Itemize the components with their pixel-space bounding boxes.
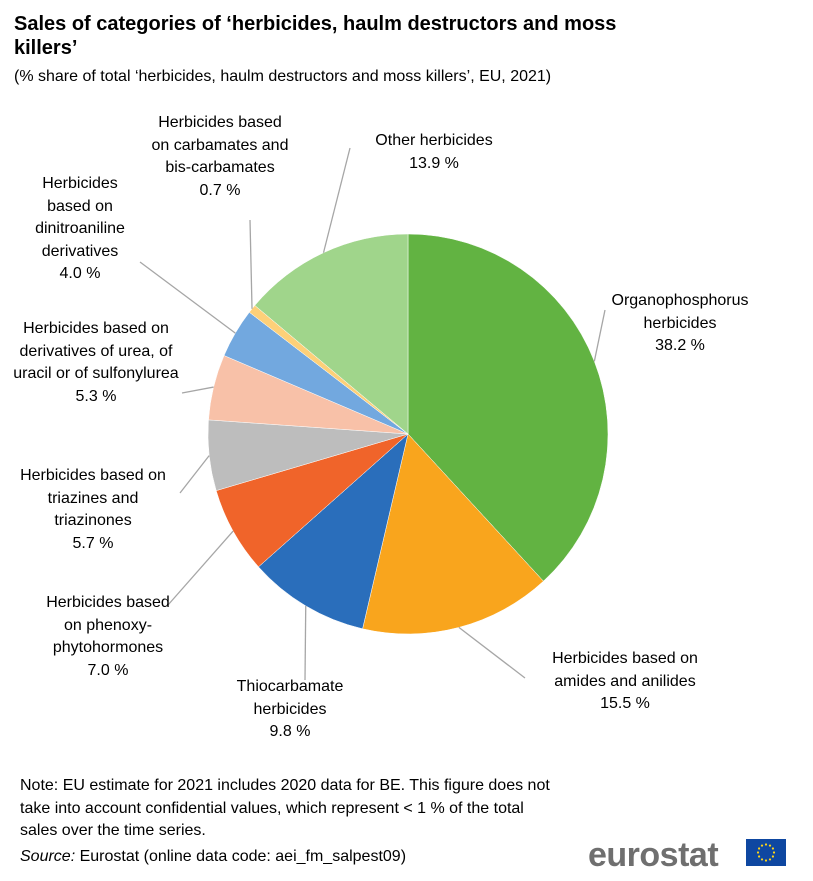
flag-star [768,844,772,847]
pie-slice [258,433,409,630]
value-label: 4.0 % [59,265,101,282]
eu-flag [746,839,786,866]
category-label: Herbicides based on derivatives of urea,… [13,320,179,382]
chart-title: Sales of categories of ‘herbicides, haul… [14,13,617,59]
pie-slice [407,233,609,582]
value-label: 5.3 % [75,387,117,405]
slice-label: Herbicides based on carbamates and bis-c… [150,112,290,202]
leader-line [179,455,210,494]
logo: eurostat [588,836,719,874]
flag-star [768,858,772,861]
leader-line [458,626,526,679]
value-label: 0.7 % [199,181,241,199]
pie-slice [254,233,409,435]
category-label: Herbicides based on phenoxy-phytohormone… [46,594,170,656]
leader-line [322,147,351,253]
slice-label: Herbicides based on amides and anilides 1… [540,648,710,716]
slice-label: Organophosphorus herbicides 38.2 % [605,290,755,358]
slice-label: Herbicides based on phenoxy-phytohormone… [38,592,178,682]
flag-star [764,859,768,862]
leader-line [304,605,307,681]
slice-label: Herbicides based on dinitroaniline deriv… [20,173,140,286]
category-label: Thiocarbamate herbicides [236,678,344,718]
note: Note: EU estimate for 2021 includes 2020… [20,777,550,839]
pie-slice [362,433,544,635]
value-label: 5.7 % [72,534,114,552]
value-label: 9.8 % [269,723,311,740]
slice-label: Herbicides based on triazines and triazi… [8,465,178,555]
value-label: 15.5 % [600,695,650,712]
chart-subtitle: (% share of total ‘herbicides, haulm des… [14,68,552,85]
category-label: Other herbicides [375,132,493,149]
source-text: Eurostat (online data code: aei_fm_salpe… [79,848,407,865]
flag-star [756,851,760,854]
source-label: Source: [20,848,76,865]
category-label: Organophosphorus herbicides [611,292,749,332]
category-label: Herbicides based on dinitroaniline deriv… [35,175,125,260]
leader-line [139,261,236,334]
value-label: 38.2 % [655,337,705,354]
leader-line [181,386,214,394]
flag-star [760,858,764,861]
category-label: Herbicides based on triazines and triazi… [20,467,166,529]
flag-star [771,855,775,858]
flag-star [757,847,761,850]
flag-star [764,843,768,846]
leader-line [593,309,606,362]
slice-label: Other herbicides 13.9 % [354,130,514,175]
source: Source: Eurostat (online data code: aei_… [20,848,406,866]
category-label: Herbicides based on carbamates and bis-c… [151,114,289,176]
leader-line [249,219,253,309]
slice-label: Thiocarbamate herbicides 9.8 % [220,676,360,744]
flag-star [760,844,764,847]
flag-star [772,851,776,854]
flag-star [757,855,761,858]
value-label: 7.0 % [87,661,129,679]
category-label: Herbicides based on amides and anilides [552,650,698,690]
flag-star [771,847,775,850]
value-label: 13.9 % [409,154,459,172]
leader-line [167,530,234,606]
slice-label: Herbicides based on derivatives of urea,… [11,318,181,408]
